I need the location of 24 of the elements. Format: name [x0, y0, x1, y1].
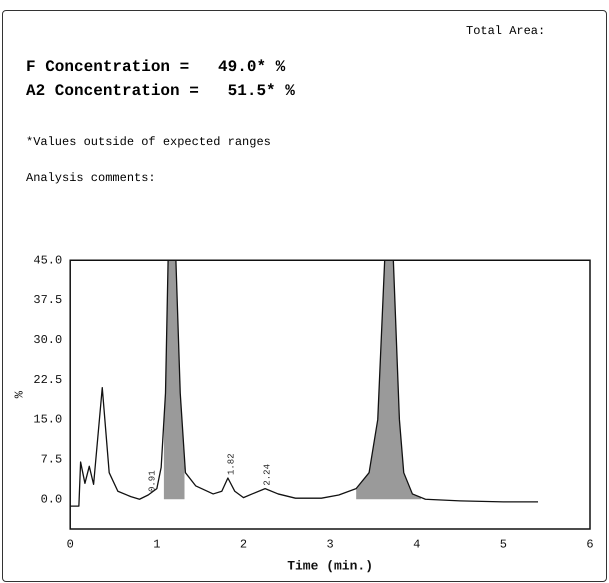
y-tick-label: 30.0 — [33, 333, 62, 348]
y-tick-label: 22.5 — [33, 372, 62, 387]
text: Total Area: — [466, 24, 546, 38]
y-tick-label: 15.0 — [33, 412, 62, 427]
x-tick-label: 6 — [586, 537, 594, 552]
x-tick-label: 2 — [240, 537, 248, 552]
y-axis-title: % — [12, 390, 26, 398]
y-tick-label: 45.0 — [33, 253, 62, 268]
x-axis-title: Time (min.) — [287, 558, 374, 574]
annotation: 2.24 — [262, 464, 273, 486]
x-tick-label: 5 — [500, 537, 507, 552]
y-tick-label: 0.0 — [40, 492, 62, 506]
annotation: 1.82 — [226, 453, 236, 475]
text: Analysis comments: — [26, 171, 156, 185]
chart-subtitle: A2 Concentration = 51.5* % — [26, 82, 295, 100]
x-tick-label: 4 — [413, 537, 420, 552]
y-tick-label: 7.5 — [40, 452, 62, 467]
x-tick-label: 1 — [153, 537, 160, 552]
chart-title: F Concentration = 49.0* % — [26, 58, 286, 76]
text: *Values outside of expected ranges — [26, 135, 271, 149]
annotation: 0.91 — [147, 470, 158, 492]
y-tick-label: 37.5 — [33, 293, 62, 308]
x-tick-label: 0 — [66, 537, 74, 552]
x-tick-label: 3 — [326, 537, 334, 552]
